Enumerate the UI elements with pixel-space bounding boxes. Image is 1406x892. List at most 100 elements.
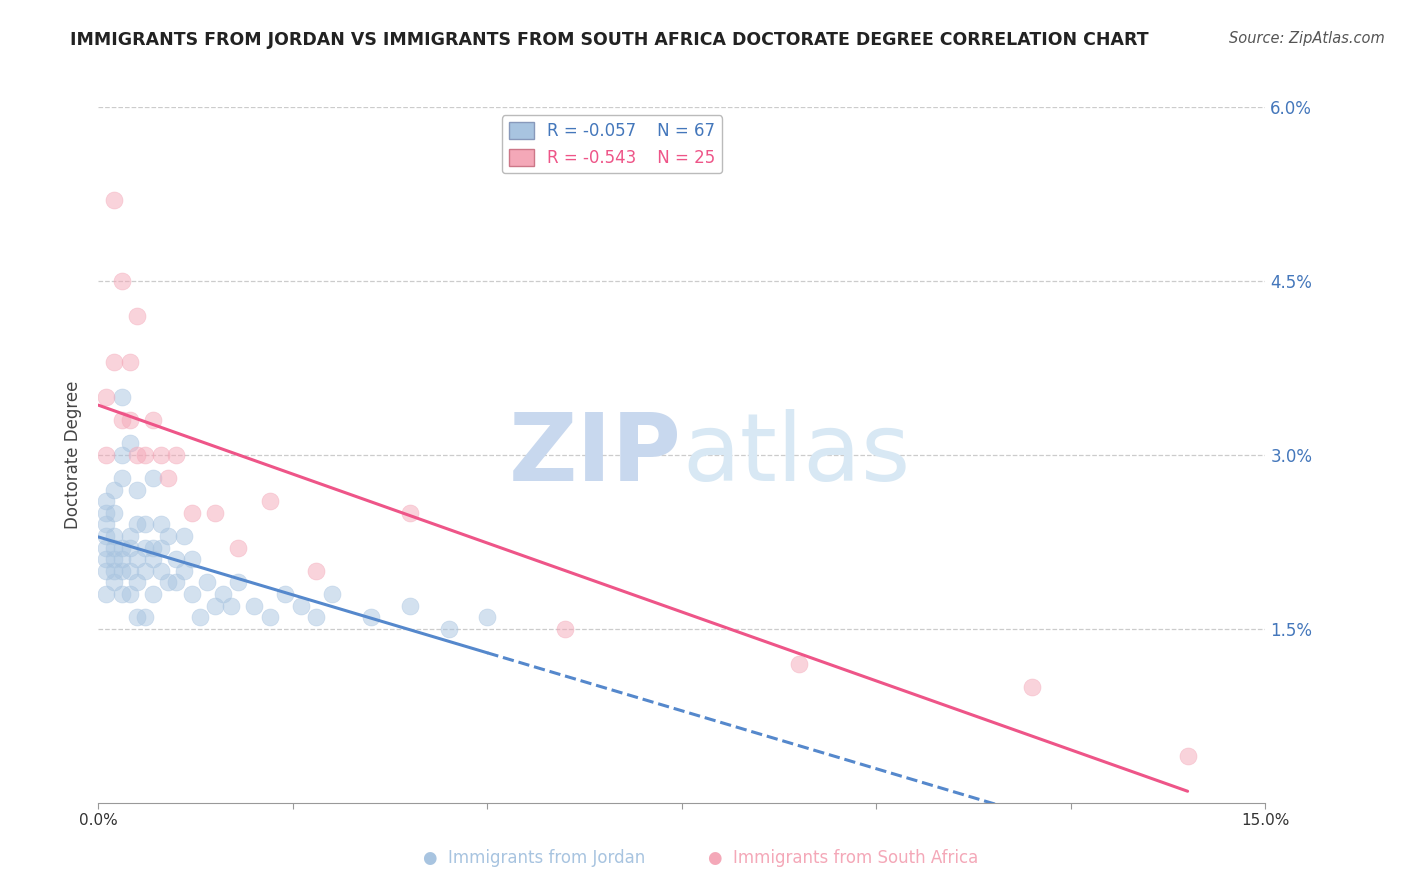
Point: [96, 529, 118, 543]
Point: [96, 552, 118, 566]
Point: [127, 517, 149, 532]
Point: [96, 448, 118, 462]
Point: [118, 587, 141, 601]
Point: [259, 610, 281, 624]
Point: [149, 564, 172, 578]
Point: [142, 587, 165, 601]
Point: [173, 564, 195, 578]
Point: [149, 517, 172, 532]
Point: [118, 436, 141, 450]
Point: [127, 575, 149, 590]
Point: [103, 575, 125, 590]
Point: [398, 599, 420, 613]
Point: [96, 517, 118, 532]
Point: [212, 587, 235, 601]
Point: [228, 541, 250, 555]
Point: [127, 448, 149, 462]
Point: [1177, 749, 1199, 764]
Point: [103, 541, 125, 555]
Point: [111, 390, 134, 404]
Text: ●  Immigrants from Jordan: ● Immigrants from Jordan: [423, 849, 645, 867]
Point: [173, 529, 195, 543]
Point: [134, 541, 156, 555]
Point: [118, 355, 141, 369]
Point: [787, 657, 810, 671]
Point: [103, 483, 125, 497]
Point: [103, 552, 125, 566]
Point: [149, 541, 172, 555]
Point: [127, 610, 149, 624]
Point: [142, 541, 165, 555]
Text: ZIP: ZIP: [509, 409, 682, 501]
Point: [142, 413, 165, 427]
Point: [103, 506, 125, 520]
Point: [103, 564, 125, 578]
Point: [204, 599, 226, 613]
Point: [96, 541, 118, 555]
Point: [103, 529, 125, 543]
Point: [204, 506, 226, 520]
Point: [96, 564, 118, 578]
Point: [305, 610, 328, 624]
Text: Source: ZipAtlas.com: Source: ZipAtlas.com: [1229, 31, 1385, 46]
Point: [259, 494, 281, 508]
Point: [111, 564, 134, 578]
Point: [290, 599, 312, 613]
Legend: R = -0.057    N = 67, R = -0.543    N = 25: R = -0.057 N = 67, R = -0.543 N = 25: [502, 115, 721, 173]
Point: [437, 622, 460, 636]
Point: [111, 448, 134, 462]
Point: [118, 529, 141, 543]
Point: [142, 552, 165, 566]
Point: [157, 575, 180, 590]
Point: [127, 309, 149, 323]
Point: [118, 564, 141, 578]
Point: [149, 448, 172, 462]
Point: [96, 506, 118, 520]
Point: [477, 610, 499, 624]
Point: [219, 599, 242, 613]
Point: [111, 413, 134, 427]
Point: [96, 587, 118, 601]
Point: [1021, 680, 1043, 694]
Point: [103, 193, 125, 207]
Point: [111, 587, 134, 601]
Point: [165, 552, 187, 566]
Point: [96, 390, 118, 404]
Point: [157, 471, 180, 485]
Point: [96, 494, 118, 508]
Point: [111, 552, 134, 566]
Point: [188, 610, 211, 624]
Point: [134, 610, 156, 624]
Point: [111, 471, 134, 485]
Point: [180, 587, 202, 601]
Point: [134, 517, 156, 532]
Point: [127, 552, 149, 566]
Point: [165, 575, 187, 590]
Point: [321, 587, 343, 601]
Point: [274, 587, 297, 601]
Point: [111, 274, 134, 288]
Point: [195, 575, 218, 590]
Point: [165, 448, 187, 462]
Text: IMMIGRANTS FROM JORDAN VS IMMIGRANTS FROM SOUTH AFRICA DOCTORATE DEGREE CORRELAT: IMMIGRANTS FROM JORDAN VS IMMIGRANTS FRO…: [70, 31, 1149, 49]
Text: ●  Immigrants from South Africa: ● Immigrants from South Africa: [709, 849, 979, 867]
Point: [118, 541, 141, 555]
Point: [142, 471, 165, 485]
Point: [157, 529, 180, 543]
Point: [243, 599, 266, 613]
Point: [228, 575, 250, 590]
Point: [103, 355, 125, 369]
Point: [134, 448, 156, 462]
Point: [127, 483, 149, 497]
Point: [180, 552, 202, 566]
Point: [554, 622, 576, 636]
Point: [398, 506, 420, 520]
Y-axis label: Doctorate Degree: Doctorate Degree: [63, 381, 82, 529]
Point: [305, 564, 328, 578]
Text: atlas: atlas: [682, 409, 910, 501]
Point: [111, 541, 134, 555]
Point: [180, 506, 202, 520]
Point: [118, 413, 141, 427]
Point: [360, 610, 382, 624]
Point: [134, 564, 156, 578]
